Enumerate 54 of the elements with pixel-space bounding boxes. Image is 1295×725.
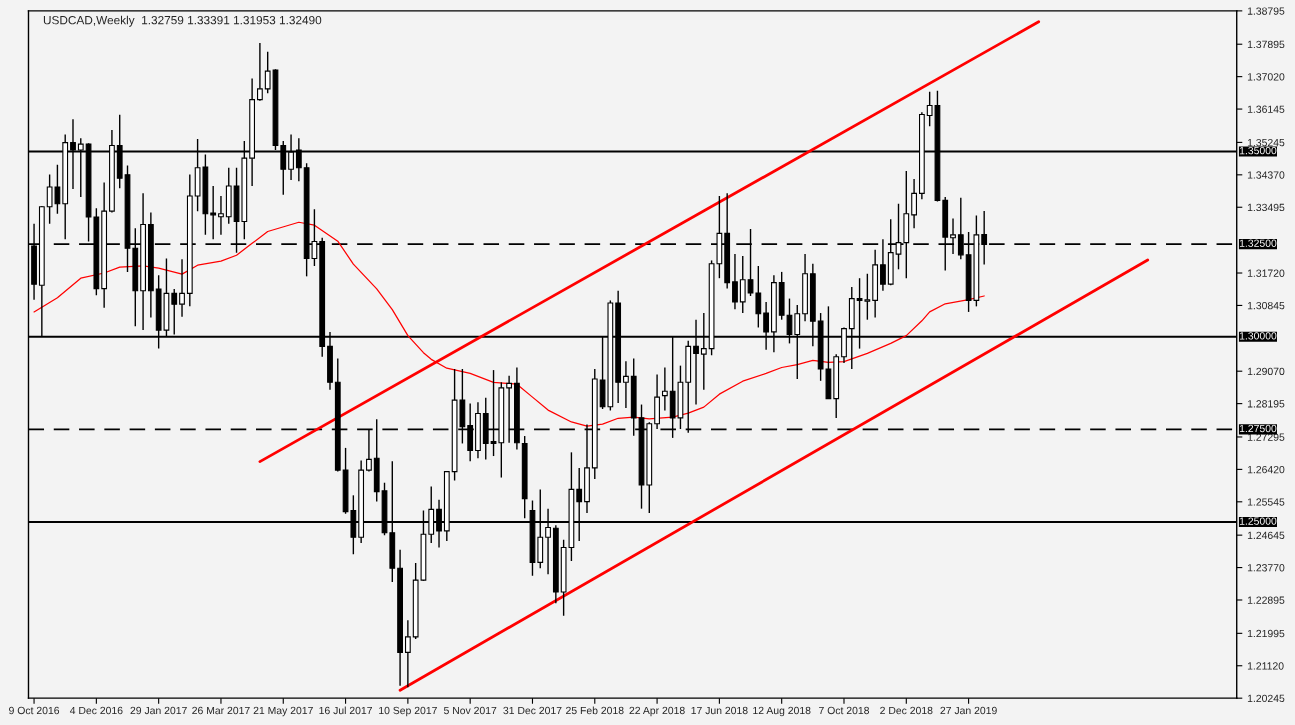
candlestick [179, 258, 185, 318]
y-tick-label: 1.30845 [1247, 301, 1285, 310]
y-tick-label: 1.34370 [1247, 171, 1285, 179]
chart-title: USDCAD,Weekly 1.32759 1.33391 1.31953 1.32490 [43, 15, 322, 27]
candlestick [739, 255, 746, 314]
y-tick-label: 1.24645 [1247, 531, 1285, 540]
x-tick-label: 9 Oct 2016 [9, 706, 60, 715]
x-tick-label: 29 Jan 2017 [130, 706, 187, 715]
y-tick-label: 1.22895 [1247, 596, 1285, 604]
y-tick-label: 1.25545 [1247, 498, 1285, 506]
y-tick-label: 1.37895 [1247, 40, 1285, 49]
ref-line-label: 1.32500 [1239, 239, 1277, 247]
y-tick-label: 1.35245 [1247, 138, 1285, 147]
x-tick-label: 21 May 2017 [253, 706, 313, 717]
ref-line-label: 1.30000 [1239, 332, 1277, 340]
y-tick-label: 1.33495 [1247, 203, 1285, 212]
y-tick-label: 1.26420 [1247, 465, 1285, 474]
y-tick-label: 1.23770 [1247, 564, 1285, 572]
x-tick-label: 12 Aug 2018 [753, 706, 811, 717]
ref-line-label: 1.25000 [1239, 517, 1277, 525]
candlestick [981, 210, 988, 266]
x-tick-label: 10 Sep 2017 [379, 706, 437, 717]
x-tick-label: 31 Dec 2017 [503, 706, 562, 715]
x-tick-label: 5 Nov 2017 [443, 706, 497, 715]
y-tick-label: 1.37020 [1247, 73, 1285, 81]
x-tick-label: 17 Jun 2018 [691, 706, 748, 715]
x-tick-label: 4 Dec 2016 [69, 706, 123, 715]
x-tick-label: 22 Apr 2018 [629, 706, 685, 717]
y-tick-label: 1.27295 [1247, 433, 1285, 441]
candlestick [210, 185, 217, 240]
candlestick [880, 238, 886, 292]
ref-line-label: 1.35000 [1239, 146, 1277, 155]
x-tick-label: 25 Feb 2018 [566, 706, 624, 715]
y-tick-label: 1.21120 [1247, 662, 1284, 670]
candlestick [661, 366, 668, 412]
ref-line-label: 1.27500 [1239, 424, 1277, 433]
y-tick-label: 1.36145 [1247, 105, 1285, 113]
x-tick-label: 16 Jul 2017 [319, 706, 372, 715]
x-tick-label: 26 Mar 2017 [192, 706, 250, 715]
candlestick [732, 253, 738, 311]
candlestick [623, 360, 629, 409]
y-tick-label: 1.38795 [1247, 7, 1285, 15]
candlestick [257, 42, 263, 102]
y-tick-label: 1.21995 [1247, 629, 1285, 638]
y-tick-label: 1.20245 [1247, 694, 1285, 703]
y-tick-label: 1.28195 [1247, 400, 1285, 408]
x-tick-label: 2 Dec 2018 [880, 706, 933, 715]
x-tick-label: 7 Oct 2018 [819, 706, 870, 715]
y-tick-label: 1.29070 [1247, 367, 1285, 376]
candlestick [218, 195, 224, 236]
y-tick-label: 1.31720 [1247, 269, 1285, 277]
candlestick [404, 619, 411, 688]
x-tick-label: 27 Jan 2019 [940, 706, 997, 715]
candlestick [911, 178, 917, 229]
